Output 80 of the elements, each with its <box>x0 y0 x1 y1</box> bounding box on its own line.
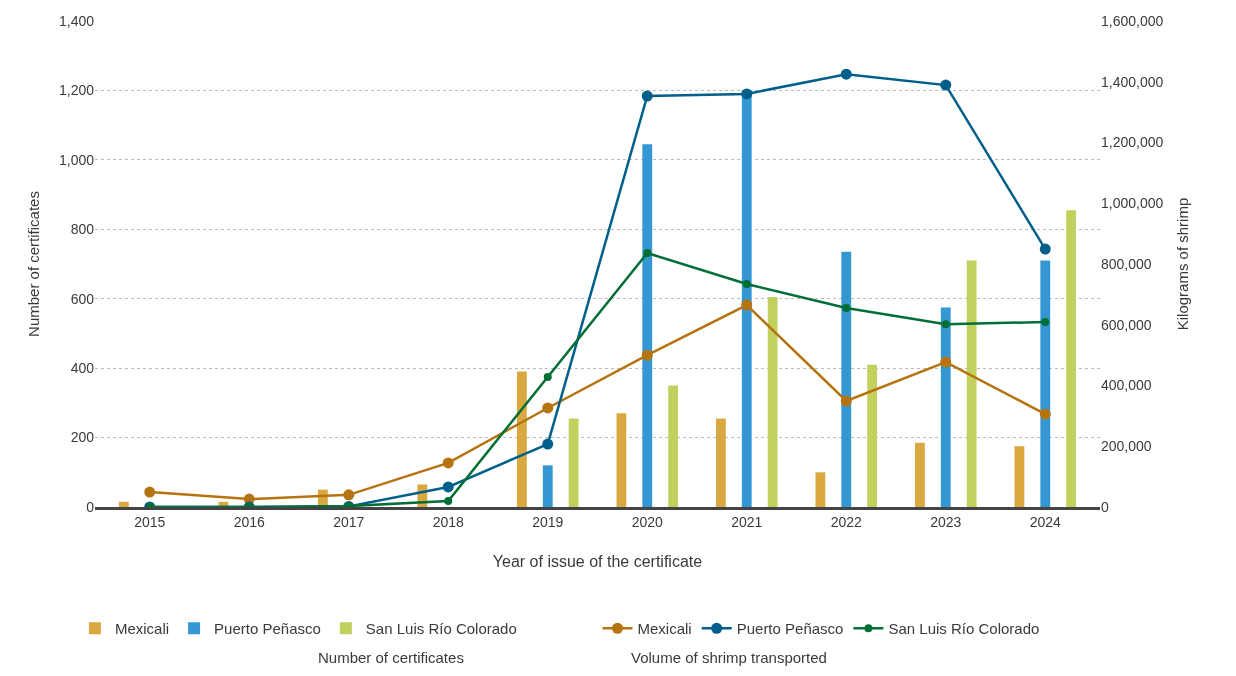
point <box>840 395 852 407</box>
point <box>542 402 554 414</box>
bar <box>668 385 679 507</box>
x-tick-label: 2016 <box>233 513 266 530</box>
legend-label: San Luis Río Colorado <box>888 620 1040 638</box>
point <box>840 68 852 80</box>
bar <box>767 296 778 507</box>
point <box>742 280 751 289</box>
legend-label: Mexicali <box>637 620 692 638</box>
legend-label: Puerto Peñasco <box>214 620 321 638</box>
point <box>940 79 952 91</box>
y2-tick-label: 800,000 <box>1101 255 1152 272</box>
bar <box>1014 446 1025 507</box>
point <box>641 349 653 361</box>
x-axis-title: Year of issue of the certificate <box>492 553 703 571</box>
legend-label: Puerto Peñasco <box>736 620 844 638</box>
point <box>643 249 652 258</box>
bar <box>118 501 129 507</box>
y2-tick-label: 1,600,000 <box>1101 12 1164 29</box>
bar <box>1066 210 1077 507</box>
y-tick-label: 400 <box>70 360 95 377</box>
y2-axis-title: Kilograms of shrimp <box>1174 197 1192 331</box>
point <box>741 88 753 100</box>
bar <box>516 371 527 507</box>
point <box>842 304 851 313</box>
x-tick-label: 2022 <box>830 513 863 530</box>
y-tick-label: 800 <box>70 221 95 238</box>
y-axis-title: Number of certificates <box>25 191 43 337</box>
point <box>1039 243 1051 255</box>
point <box>542 438 554 450</box>
bar <box>715 418 726 507</box>
x-tick-label: 2015 <box>134 513 166 530</box>
y2-tick-label: 400,000 <box>1101 377 1152 394</box>
y2-tick-label: 1,400,000 <box>1101 73 1164 90</box>
y2-tick-label: 200,000 <box>1101 438 1152 455</box>
x-tick-label: 2018 <box>432 513 465 530</box>
y-tick-label: 600 <box>70 290 95 307</box>
text: Number of certificates <box>318 649 464 666</box>
bar <box>815 472 826 507</box>
bar <box>914 442 925 507</box>
bar <box>642 144 653 507</box>
point <box>1039 408 1051 420</box>
x-tick-label: 2020 <box>631 513 664 530</box>
x-tick-label: 2017 <box>333 513 365 530</box>
x-tick-label: 2021 <box>731 513 763 530</box>
legend-label: San Luis Río Colorado <box>365 620 517 638</box>
bar <box>741 90 752 507</box>
bar <box>867 364 878 507</box>
point <box>442 481 454 493</box>
bar <box>966 260 977 507</box>
point <box>741 299 753 311</box>
x-tick-label: 2024 <box>1029 513 1062 530</box>
y2-tick-label: 600,000 <box>1101 316 1152 333</box>
point <box>444 496 453 505</box>
y-tick-label: 0 <box>86 498 95 515</box>
point <box>442 457 454 469</box>
point <box>941 320 950 329</box>
y-tick-label: 200 <box>70 429 95 446</box>
point <box>1041 318 1050 327</box>
bar <box>841 251 852 507</box>
y2-tick-label: 0 <box>1101 498 1109 515</box>
x-tick-label: 2023 <box>930 513 962 530</box>
point <box>641 90 653 102</box>
point <box>940 356 952 368</box>
bar <box>940 307 951 507</box>
point <box>144 486 156 498</box>
bar <box>542 465 553 507</box>
bar <box>616 413 627 507</box>
bar <box>1040 260 1051 507</box>
y-tick-label: 1,200 <box>58 82 95 99</box>
point <box>343 489 355 501</box>
x-tick-label: 2019 <box>532 513 564 530</box>
legend-label: Mexicali <box>114 620 170 638</box>
y2-tick-label: 1,000,000 <box>1101 195 1164 212</box>
bar <box>568 418 579 507</box>
y2-tick-label: 1,200,000 <box>1101 134 1164 151</box>
y-tick-label: 1,400 <box>58 12 95 29</box>
point <box>543 373 552 381</box>
y-tick-label: 1,000 <box>58 151 95 168</box>
text: Volume of shrimp transported <box>631 649 827 666</box>
